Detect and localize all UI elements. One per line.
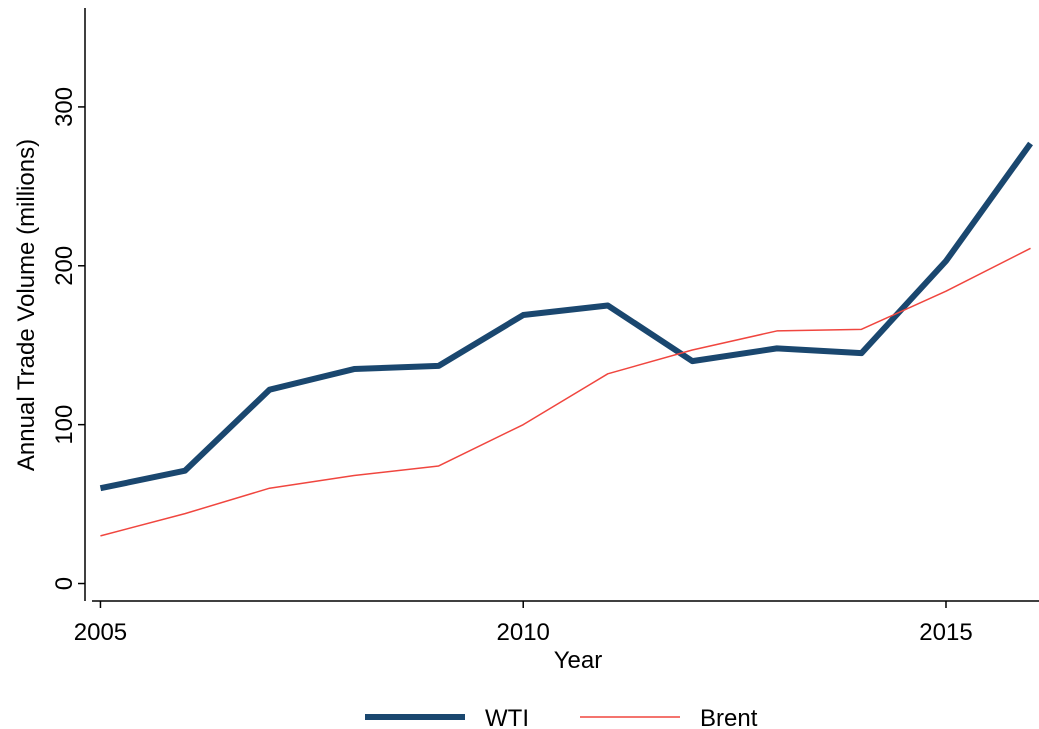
legend-label: WTI <box>485 705 529 729</box>
y-tick-label: 300 <box>51 87 78 127</box>
series-line <box>99 141 1033 492</box>
y-tick-label: 200 <box>51 246 78 286</box>
x-tick-label: 2015 <box>919 619 972 646</box>
y-axis-label: Annual Trade Volume (millions) <box>13 139 40 471</box>
legend-label: Brent <box>700 705 758 729</box>
y-tick-label: 100 <box>51 405 78 445</box>
x-tick-label: 2010 <box>497 619 550 646</box>
x-tick-label: 2005 <box>74 619 127 646</box>
y-tick-label: 0 <box>51 577 78 590</box>
x-axis-label: Year <box>554 647 603 674</box>
series-line <box>100 247 1031 537</box>
